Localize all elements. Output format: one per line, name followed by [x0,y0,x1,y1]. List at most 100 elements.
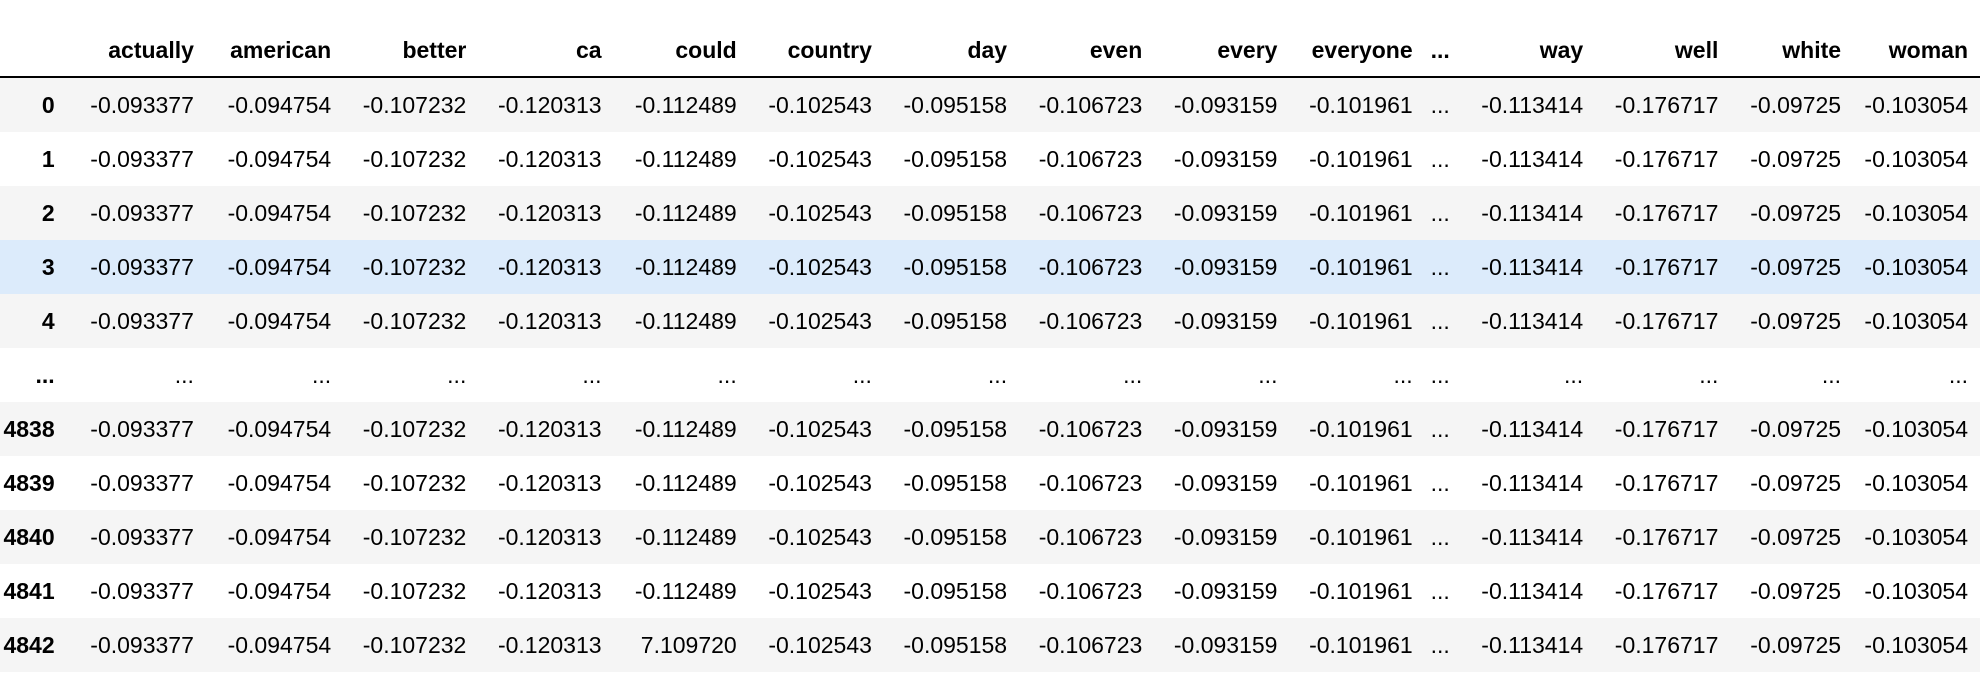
table-cell: -0.093377 [90,92,194,118]
column-header-well: well [1595,24,1731,78]
table-cell: -0.107232 [362,416,467,442]
table-cell: -0.120313 [497,92,602,118]
table-cell: -0.095158 [903,200,1008,226]
table-cell: -0.107232 [362,200,467,226]
table-cell: -0.107232 [362,308,467,334]
column-header-country: country [748,24,884,78]
table-cell: -0.113414 [1481,470,1584,496]
table-cell: ... [1430,362,1450,388]
table-cell: -0.103054 [1864,92,1968,118]
table-cell: -0.09725 [1750,416,1842,442]
column-header-white: white [1730,24,1854,78]
table-cell: -0.113414 [1481,200,1584,226]
table-cell: -0.120313 [497,632,602,658]
row-index: 4 [41,308,55,334]
table-cell: -0.103054 [1864,632,1968,658]
table-cell: -0.106723 [1038,470,1143,496]
table-cell: ... [1430,92,1450,118]
table-cell: -0.176717 [1614,254,1719,280]
table-row: 4 -0.093377 -0.094754 -0.107232 -0.120313 -0.… [0,294,1980,348]
column-header-actually: actually [68,24,206,78]
table-cell: -0.101961 [1309,524,1413,550]
table-cell: ... [1430,470,1450,496]
table-cell: -0.093159 [1173,308,1278,334]
table-cell: -0.113414 [1481,146,1584,172]
table-cell: -0.095158 [903,146,1008,172]
table-cell: -0.102543 [768,578,872,604]
table-cell: -0.094754 [227,254,332,280]
table-cell: ... [1699,362,1719,388]
table-cell: -0.120313 [497,254,602,280]
table-cell: -0.107232 [362,632,467,658]
table-cell: -0.106723 [1038,416,1143,442]
table-cell: -0.112489 [634,524,737,550]
table-cell: -0.113414 [1481,308,1584,334]
table-cell: ... [1123,362,1143,388]
table-cell: -0.101961 [1309,92,1413,118]
table-cell: -0.095158 [903,578,1008,604]
column-header-way: way [1455,24,1596,78]
table-cell: -0.106723 [1038,254,1143,280]
table-cell: -0.101961 [1309,146,1413,172]
table-cell: -0.101961 [1309,200,1413,226]
table-cell: -0.09725 [1750,92,1842,118]
table-row: 3 -0.093377 -0.094754 -0.107232 -0.120313 -0.… [0,240,1980,294]
table-cell: ... [1948,362,1968,388]
table-cell: -0.176717 [1614,308,1719,334]
table-cell: -0.095158 [903,524,1008,550]
table-cell: -0.176717 [1614,92,1719,118]
table-cell: -0.106723 [1038,92,1143,118]
index-header [0,24,69,78]
table-cell: -0.176717 [1614,578,1719,604]
table-cell: -0.103054 [1864,146,1968,172]
table-cell: ... [987,362,1008,388]
column-header-even: even [1019,24,1155,78]
table-cell: ... [1430,524,1450,550]
table-cell: -0.09725 [1750,254,1842,280]
table-cell: -0.176717 [1614,470,1719,496]
row-index: 0 [41,92,55,118]
table-cell: -0.120313 [497,416,602,442]
row-index: 3 [41,254,55,280]
table-cell: 7.109720 [640,632,737,658]
column-header-everyone: everyone [1289,24,1425,78]
table-cell: -0.102543 [768,200,872,226]
table-cell: -0.095158 [903,308,1008,334]
table-cell: -0.093377 [90,308,194,334]
table-cell: -0.095158 [903,254,1008,280]
dataframe-table: actually american better ca could country day e… [0,24,1980,672]
table-cell: -0.093159 [1173,578,1278,604]
table-cell: ... [1430,578,1450,604]
table-cell: -0.09725 [1750,308,1842,334]
table-cell: -0.102543 [768,308,872,334]
table-cell: -0.112489 [634,416,737,442]
table-cell: -0.094754 [227,632,332,658]
table-cell: -0.106723 [1038,146,1143,172]
table-cell: -0.113414 [1481,524,1584,550]
row-index: 4841 [3,578,55,604]
table-row: 4841 -0.093377 -0.094754 -0.107232 -0.120313… [0,564,1980,618]
table-cell: ... [1564,362,1584,388]
header-row: actually american better ca could country day e… [0,24,1980,78]
table-cell: -0.094754 [227,416,332,442]
table-cell: -0.101961 [1309,470,1413,496]
table-cell: -0.09725 [1750,632,1842,658]
table-row: 0 -0.093377 -0.094754 -0.107232 -0.120313 -0.… [0,77,1980,132]
table-cell: -0.112489 [634,308,737,334]
table-cell: -0.094754 [227,524,332,550]
table-cell: -0.106723 [1038,308,1143,334]
table-cell: -0.102543 [768,146,872,172]
table-cell: -0.093159 [1173,146,1278,172]
table-cell: -0.103054 [1864,524,1968,550]
table-cell: -0.113414 [1481,578,1584,604]
table-cell: -0.09725 [1750,578,1842,604]
table-cell: -0.093377 [90,254,194,280]
table-cell: -0.102543 [768,470,872,496]
table-cell: -0.093377 [90,632,194,658]
table-cell: -0.120313 [497,146,602,172]
table-cell: -0.112489 [634,470,737,496]
table-row: 4842 -0.093377 -0.094754 -0.107232 -0.120313… [0,618,1980,672]
row-index: 2 [41,200,55,226]
table-cell: -0.09725 [1750,200,1842,226]
table-cell: -0.103054 [1864,254,1968,280]
